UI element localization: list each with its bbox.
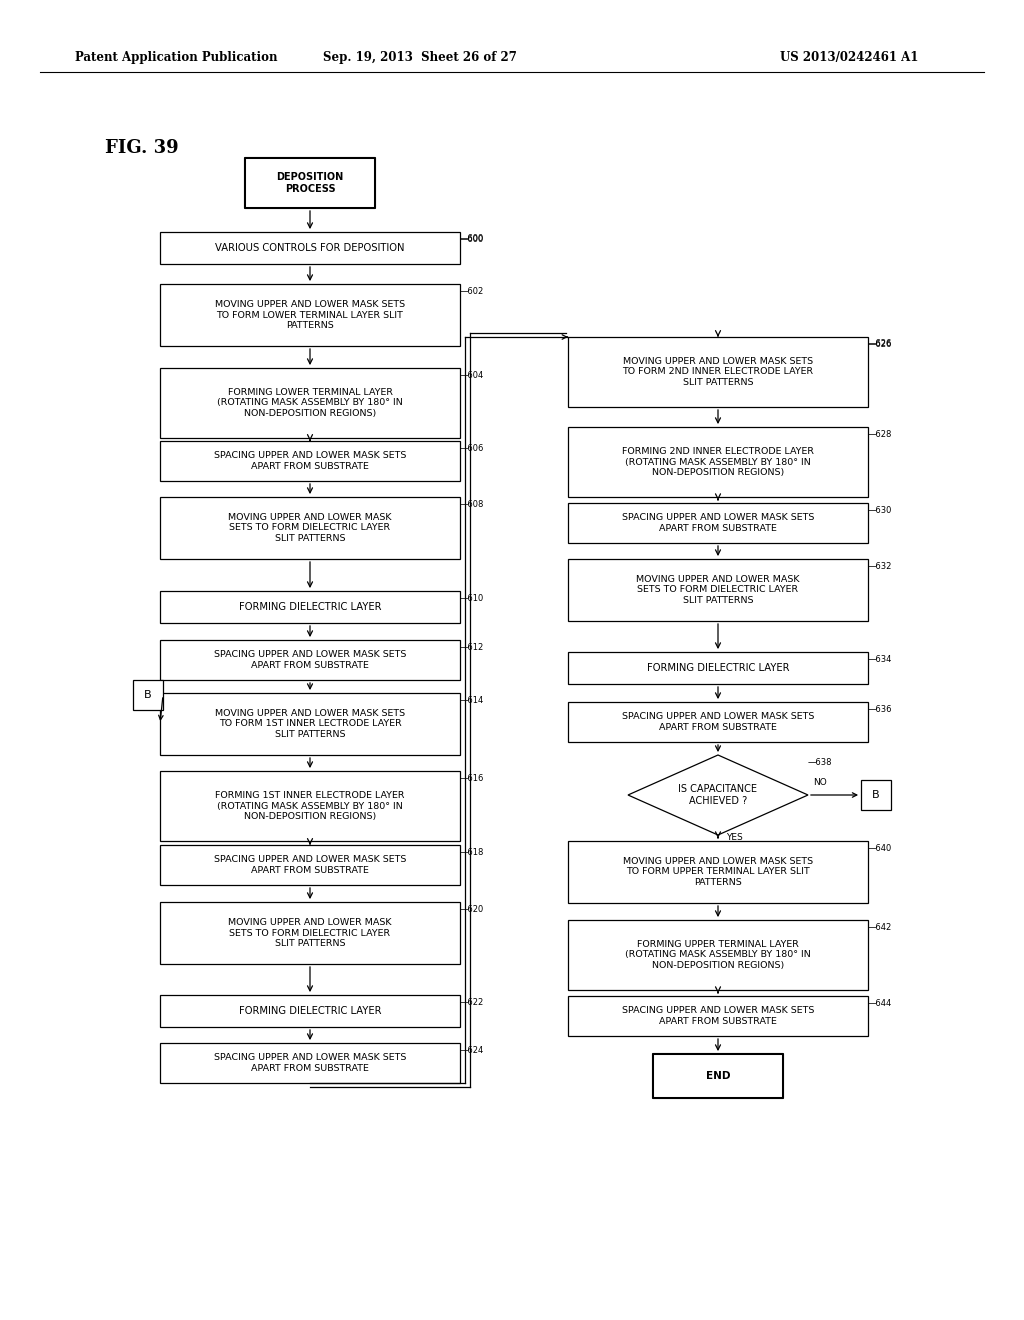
Text: MOVING UPPER AND LOWER MASK SETS
TO FORM 1ST INNER LECTRODE LAYER
SLIT PATTERNS: MOVING UPPER AND LOWER MASK SETS TO FORM… (215, 709, 406, 739)
FancyBboxPatch shape (160, 284, 460, 346)
FancyBboxPatch shape (568, 702, 868, 742)
Text: —624: —624 (460, 1045, 484, 1055)
FancyBboxPatch shape (160, 771, 460, 841)
Text: —606: —606 (460, 444, 484, 453)
FancyBboxPatch shape (160, 591, 460, 623)
Text: —610: —610 (460, 594, 484, 603)
Text: US 2013/0242461 A1: US 2013/0242461 A1 (780, 51, 919, 65)
FancyBboxPatch shape (568, 920, 868, 990)
Text: MOVING UPPER AND LOWER MASK SETS
TO FORM 2ND INNER ELECTRODE LAYER
SLIT PATTERNS: MOVING UPPER AND LOWER MASK SETS TO FORM… (623, 358, 813, 387)
FancyBboxPatch shape (160, 368, 460, 438)
FancyBboxPatch shape (160, 498, 460, 558)
Text: FORMING LOWER TERMINAL LAYER
(ROTATING MASK ASSEMBLY BY 180° IN
NON-DEPOSITION R: FORMING LOWER TERMINAL LAYER (ROTATING M… (217, 388, 402, 418)
Text: —604: —604 (460, 371, 484, 380)
Text: —636: —636 (868, 705, 893, 714)
FancyBboxPatch shape (160, 441, 460, 480)
Text: —640: —640 (868, 843, 892, 853)
Text: —616: —616 (460, 774, 484, 783)
FancyBboxPatch shape (568, 337, 868, 407)
Text: —644: —644 (868, 999, 892, 1008)
Text: —638: —638 (808, 758, 833, 767)
Text: MOVING UPPER AND LOWER MASK
SETS TO FORM DIELECTRIC LAYER
SLIT PATTERNS: MOVING UPPER AND LOWER MASK SETS TO FORM… (228, 919, 392, 948)
FancyBboxPatch shape (160, 232, 460, 264)
Text: Patent Application Publication: Patent Application Publication (75, 51, 278, 65)
FancyBboxPatch shape (653, 1053, 783, 1098)
Text: B: B (144, 690, 152, 700)
Text: FORMING 2ND INNER ELECTRODE LAYER
(ROTATING MASK ASSEMBLY BY 180° IN
NON-DEPOSIT: FORMING 2ND INNER ELECTRODE LAYER (ROTAT… (622, 447, 814, 477)
FancyBboxPatch shape (568, 426, 868, 498)
Text: SPACING UPPER AND LOWER MASK SETS
APART FROM SUBSTRATE: SPACING UPPER AND LOWER MASK SETS APART … (214, 651, 407, 669)
Text: FIG. 39: FIG. 39 (105, 139, 178, 157)
Text: —626: —626 (868, 341, 892, 348)
FancyBboxPatch shape (568, 652, 868, 684)
Text: SPACING UPPER AND LOWER MASK SETS
APART FROM SUBSTRATE: SPACING UPPER AND LOWER MASK SETS APART … (214, 855, 407, 875)
FancyBboxPatch shape (160, 693, 460, 755)
Text: IS CAPACITANCE
ACHIEVED ?: IS CAPACITANCE ACHIEVED ? (679, 784, 758, 805)
Text: NO: NO (813, 777, 826, 787)
FancyBboxPatch shape (568, 997, 868, 1036)
Text: —632: —632 (868, 562, 892, 572)
Text: MOVING UPPER AND LOWER MASK SETS
TO FORM UPPER TERMINAL LAYER SLIT
PATTERNS: MOVING UPPER AND LOWER MASK SETS TO FORM… (623, 857, 813, 887)
Text: —612: —612 (460, 643, 484, 652)
Text: SPACING UPPER AND LOWER MASK SETS
APART FROM SUBSTRATE: SPACING UPPER AND LOWER MASK SETS APART … (622, 1006, 814, 1026)
Text: VARIOUS CONTROLS FOR DEPOSITION: VARIOUS CONTROLS FOR DEPOSITION (215, 243, 404, 253)
Text: Sep. 19, 2013  Sheet 26 of 27: Sep. 19, 2013 Sheet 26 of 27 (323, 51, 517, 65)
Text: MOVING UPPER AND LOWER MASK
SETS TO FORM DIELECTRIC LAYER
SLIT PATTERNS: MOVING UPPER AND LOWER MASK SETS TO FORM… (228, 513, 392, 543)
FancyBboxPatch shape (160, 902, 460, 964)
Text: —620: —620 (460, 906, 484, 913)
Text: —630: —630 (868, 506, 892, 515)
FancyBboxPatch shape (160, 995, 460, 1027)
Text: SPACING UPPER AND LOWER MASK SETS
APART FROM SUBSTRATE: SPACING UPPER AND LOWER MASK SETS APART … (214, 1053, 407, 1073)
FancyBboxPatch shape (568, 503, 868, 543)
Text: B: B (872, 789, 880, 800)
FancyBboxPatch shape (568, 558, 868, 620)
Text: —626: —626 (868, 339, 892, 348)
Text: END: END (706, 1071, 730, 1081)
Text: SPACING UPPER AND LOWER MASK SETS
APART FROM SUBSTRATE: SPACING UPPER AND LOWER MASK SETS APART … (214, 451, 407, 471)
Text: SPACING UPPER AND LOWER MASK SETS
APART FROM SUBSTRATE: SPACING UPPER AND LOWER MASK SETS APART … (622, 713, 814, 731)
FancyBboxPatch shape (160, 640, 460, 680)
Text: —618: —618 (460, 847, 484, 857)
Text: —634: —634 (868, 655, 892, 664)
FancyBboxPatch shape (133, 680, 163, 710)
Text: MOVING UPPER AND LOWER MASK
SETS TO FORM DIELECTRIC LAYER
SLIT PATTERNS: MOVING UPPER AND LOWER MASK SETS TO FORM… (636, 576, 800, 605)
FancyBboxPatch shape (861, 780, 891, 810)
Text: —600: —600 (460, 234, 484, 243)
Text: —622: —622 (460, 998, 484, 1007)
Text: —600: —600 (460, 235, 484, 244)
FancyBboxPatch shape (245, 158, 375, 209)
Text: —602: —602 (460, 286, 484, 296)
Text: —608: —608 (460, 500, 484, 510)
Text: DEPOSITION
PROCESS: DEPOSITION PROCESS (276, 172, 344, 194)
Text: YES: YES (726, 833, 742, 842)
Text: —614: —614 (460, 696, 484, 705)
Polygon shape (628, 755, 808, 836)
Text: FORMING UPPER TERMINAL LAYER
(ROTATING MASK ASSEMBLY BY 180° IN
NON-DEPOSITION R: FORMING UPPER TERMINAL LAYER (ROTATING M… (625, 940, 811, 970)
Text: FORMING 1ST INNER ELECTRODE LAYER
(ROTATING MASK ASSEMBLY BY 180° IN
NON-DEPOSIT: FORMING 1ST INNER ELECTRODE LAYER (ROTAT… (215, 791, 404, 821)
Text: FORMING DIELECTRIC LAYER: FORMING DIELECTRIC LAYER (239, 1006, 381, 1016)
Text: —628: —628 (868, 430, 892, 440)
FancyBboxPatch shape (160, 845, 460, 884)
Text: FORMING DIELECTRIC LAYER: FORMING DIELECTRIC LAYER (647, 663, 790, 673)
FancyBboxPatch shape (568, 841, 868, 903)
Text: —642: —642 (868, 923, 892, 932)
Text: MOVING UPPER AND LOWER MASK SETS
TO FORM LOWER TERMINAL LAYER SLIT
PATTERNS: MOVING UPPER AND LOWER MASK SETS TO FORM… (215, 300, 406, 330)
Text: FORMING DIELECTRIC LAYER: FORMING DIELECTRIC LAYER (239, 602, 381, 612)
FancyBboxPatch shape (160, 1043, 460, 1082)
Text: SPACING UPPER AND LOWER MASK SETS
APART FROM SUBSTRATE: SPACING UPPER AND LOWER MASK SETS APART … (622, 513, 814, 533)
